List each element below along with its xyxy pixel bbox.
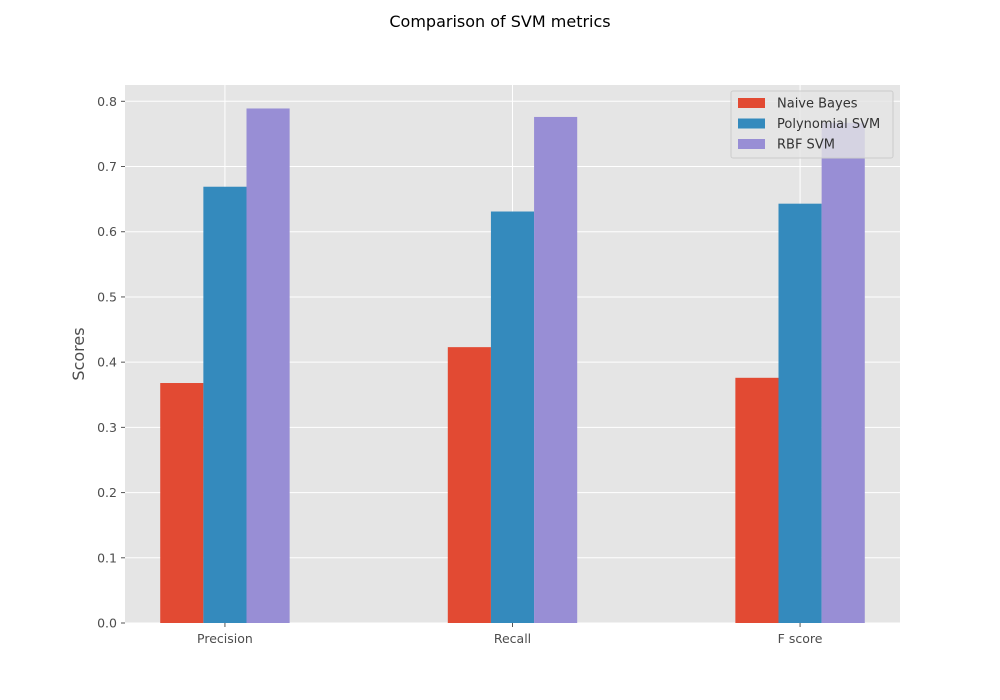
bar-naive-bayes-recall bbox=[447, 347, 491, 623]
bar-naive-bayes-precision bbox=[160, 383, 204, 623]
legend-swatch bbox=[738, 98, 765, 108]
y-tick-label: 0.0 bbox=[97, 616, 117, 631]
y-tick-label: 0.2 bbox=[97, 485, 117, 500]
y-tick-label: 0.6 bbox=[97, 224, 117, 239]
bar-polynomial-svm-precision bbox=[203, 186, 247, 624]
legend-label: RBF SVM bbox=[777, 138, 835, 153]
chart-title: Comparison of SVM metrics bbox=[389, 12, 610, 31]
legend: Naive Bayes Polynomial SVM RBF SVM bbox=[730, 90, 894, 159]
y-tick-label: 0.4 bbox=[97, 355, 117, 370]
legend-label: Polynomial SVM bbox=[777, 117, 880, 132]
bar-naive-bayes-f-score bbox=[735, 377, 779, 623]
bars bbox=[160, 108, 865, 624]
y-tick-label: 0.1 bbox=[97, 550, 117, 565]
bar-rbf-svm-recall bbox=[534, 116, 578, 623]
y-tick-label: 0.8 bbox=[97, 94, 117, 109]
y-tick-label: 0.7 bbox=[97, 159, 117, 174]
bar-rbf-svm-precision bbox=[246, 108, 290, 623]
x-tick-label: Recall bbox=[494, 631, 531, 646]
x-tick-label: F score bbox=[778, 631, 823, 646]
y-axis-ticks: 0.0 0.1 0.2 0.3 0.4 0.5 0.6 0.7 0.8 bbox=[97, 94, 125, 631]
bar-polynomial-svm-f-score bbox=[778, 203, 822, 623]
x-tick-label: Precision bbox=[197, 631, 253, 646]
bar-polynomial-svm-recall bbox=[490, 211, 535, 623]
x-axis-ticks: Precision Recall F score bbox=[197, 623, 823, 646]
y-tick-label: 0.5 bbox=[97, 289, 117, 304]
legend-swatch bbox=[738, 118, 765, 129]
y-tick-label: 0.3 bbox=[97, 420, 117, 435]
legend-label: Naive Bayes bbox=[777, 97, 858, 112]
bar-rbf-svm-f-score bbox=[821, 122, 865, 623]
legend-swatch bbox=[738, 139, 765, 149]
legend-box bbox=[730, 90, 894, 159]
y-axis-label: Scores bbox=[69, 327, 88, 380]
